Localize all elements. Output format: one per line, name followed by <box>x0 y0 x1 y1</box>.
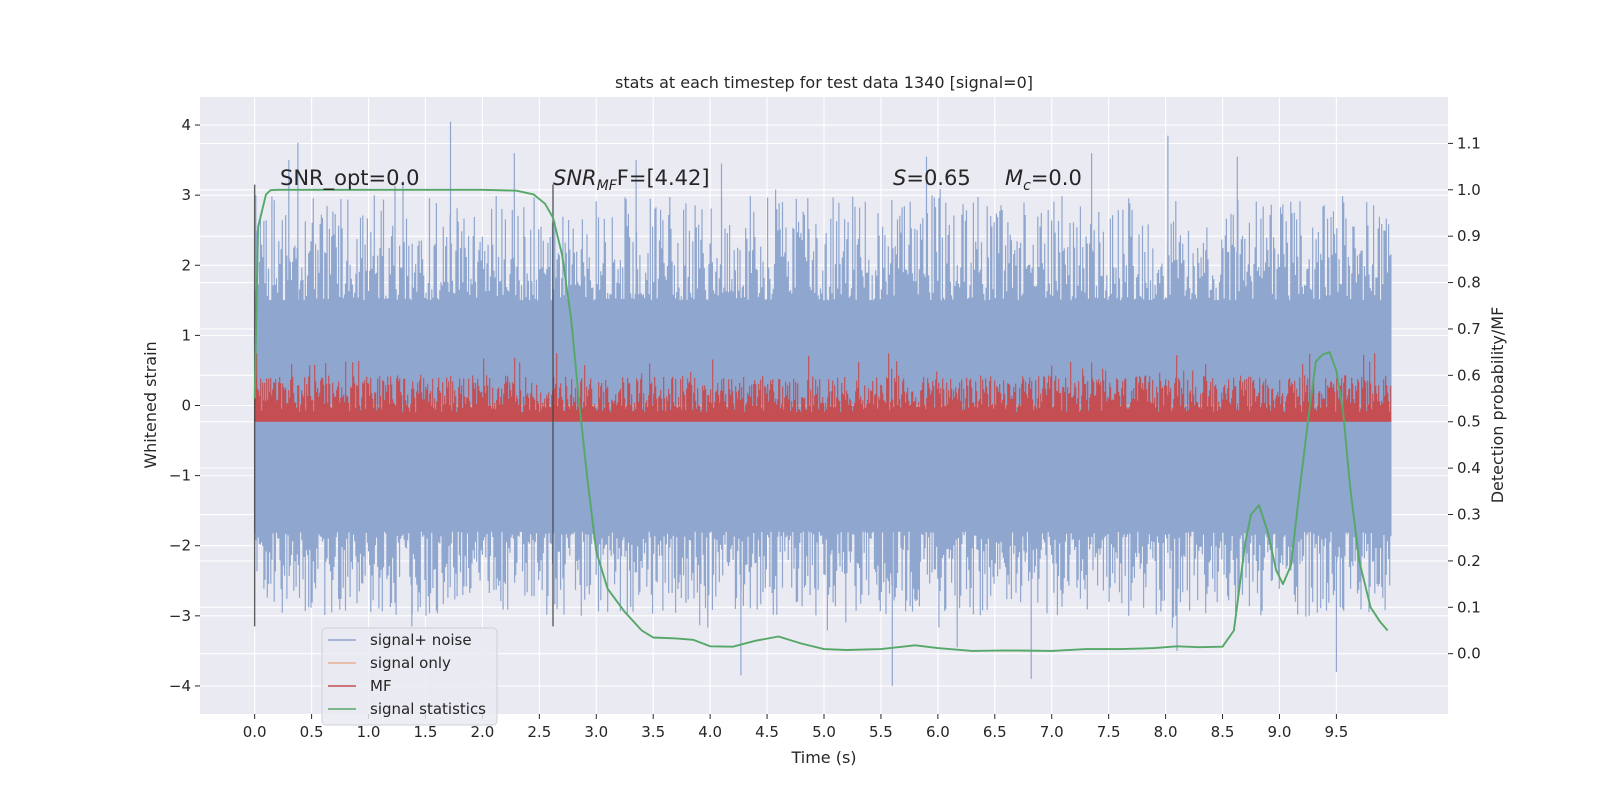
mc-value: =0.0 <box>1031 166 1082 190</box>
x-tick-label-10: 5.0 <box>812 723 836 741</box>
y-right-tick-label-4: 0.4 <box>1457 459 1481 477</box>
y-left-tick-label-8: 4 <box>181 116 191 134</box>
x-tick-label-14: 7.0 <box>1040 723 1064 741</box>
y-right-tick-label-3: 0.3 <box>1457 506 1481 524</box>
y-right-tick-label-0: 0.0 <box>1457 645 1481 663</box>
x-tick-label-2: 1.0 <box>357 723 381 741</box>
y-axis-right-label: Detection probability/MF <box>1488 307 1507 504</box>
snr-mf-annotation: SNRMFF=[4.42] <box>553 166 710 194</box>
y-left-tick-label-6: 2 <box>181 256 191 274</box>
x-tick-label-16: 8.0 <box>1154 723 1178 741</box>
s-annotation: S=0.65 <box>893 166 971 190</box>
snr-opt-annotation: SNR_opt=0.0 <box>280 166 420 191</box>
y-right-tick-label-9: 0.9 <box>1457 227 1481 245</box>
legend-label-signal-noise: signal+ noise <box>370 631 472 649</box>
y-axis-left-label: Whitened strain <box>141 341 160 468</box>
y-right-tick-label-7: 0.7 <box>1457 320 1481 338</box>
x-axis-label: Time (s) <box>790 748 856 767</box>
mc-annotation: Mc=0.0 <box>1005 166 1082 194</box>
s-value: =0.65 <box>906 166 970 190</box>
x-tick-label-18: 9.0 <box>1268 723 1292 741</box>
mc-symbol: M <box>1005 166 1023 190</box>
x-tick-label-4: 2.0 <box>470 723 494 741</box>
legend-label-signal-statistics: signal statistics <box>370 700 486 718</box>
x-tick-label-3: 1.5 <box>414 723 438 741</box>
x-tick-label-12: 6.0 <box>926 723 950 741</box>
legend: signal+ noise signal only MF signal stat… <box>321 627 498 726</box>
mc-subscript: c <box>1023 178 1031 194</box>
signal-statistics-line <box>253 188 1389 652</box>
y-left-tick-label-0: −4 <box>169 677 191 695</box>
x-tick-label-8: 4.0 <box>698 723 722 741</box>
legend-label-mf: MF <box>370 677 392 695</box>
legend-box <box>321 627 498 726</box>
y-right-tick-label-1: 0.1 <box>1457 598 1481 616</box>
y-right-tick-label-8: 0.8 <box>1457 274 1481 292</box>
y-right-tick-label-6: 0.6 <box>1457 366 1481 384</box>
x-tick-label-15: 7.5 <box>1097 723 1121 741</box>
y-left-tick-label-3: −1 <box>169 467 191 485</box>
y-right-tick-label-5: 0.5 <box>1457 413 1481 431</box>
signal-statistics-series <box>253 188 1389 652</box>
x-tick-label-0: 0.0 <box>243 723 267 741</box>
snr-mf-value: F=[4.42] <box>617 166 710 190</box>
y-left-tick-label-4: 0 <box>181 397 191 415</box>
y-right-tick-label-2: 0.2 <box>1457 552 1481 570</box>
snr-mf-subscript: MF <box>597 178 618 194</box>
x-tick-label-1: 0.5 <box>300 723 324 741</box>
x-tick-label-19: 9.5 <box>1324 723 1348 741</box>
chart-title: stats at each timestep for test data 134… <box>615 73 1033 92</box>
legend-label-signal-only: signal only <box>370 654 451 672</box>
snr-mf-symbol: SNR <box>553 166 597 190</box>
x-tick-label-11: 5.5 <box>869 723 893 741</box>
y-left-tick-label-1: −3 <box>169 607 191 625</box>
x-tick-label-7: 3.5 <box>641 723 665 741</box>
axis-ticks: 0.0 0.5 1.0 1.5 2.0 2.5 3.0 3.5 4.0 4.5 5.0 5.5 6.0 6… <box>169 116 1481 741</box>
s-symbol: S <box>893 166 906 190</box>
y-left-tick-label-7: 3 <box>181 186 191 204</box>
x-tick-label-13: 6.5 <box>983 723 1007 741</box>
y-right-tick-label-11: 1.1 <box>1457 134 1481 152</box>
x-tick-label-17: 8.5 <box>1211 723 1235 741</box>
x-tick-label-5: 2.5 <box>527 723 551 741</box>
vertical-markers <box>253 184 554 627</box>
y-right-tick-label-10: 1.0 <box>1457 181 1481 199</box>
y-left-tick-label-5: 1 <box>181 326 191 344</box>
x-tick-label-6: 3.0 <box>584 723 608 741</box>
x-tick-label-9: 4.5 <box>755 723 779 741</box>
y-left-tick-label-2: −2 <box>169 537 191 555</box>
